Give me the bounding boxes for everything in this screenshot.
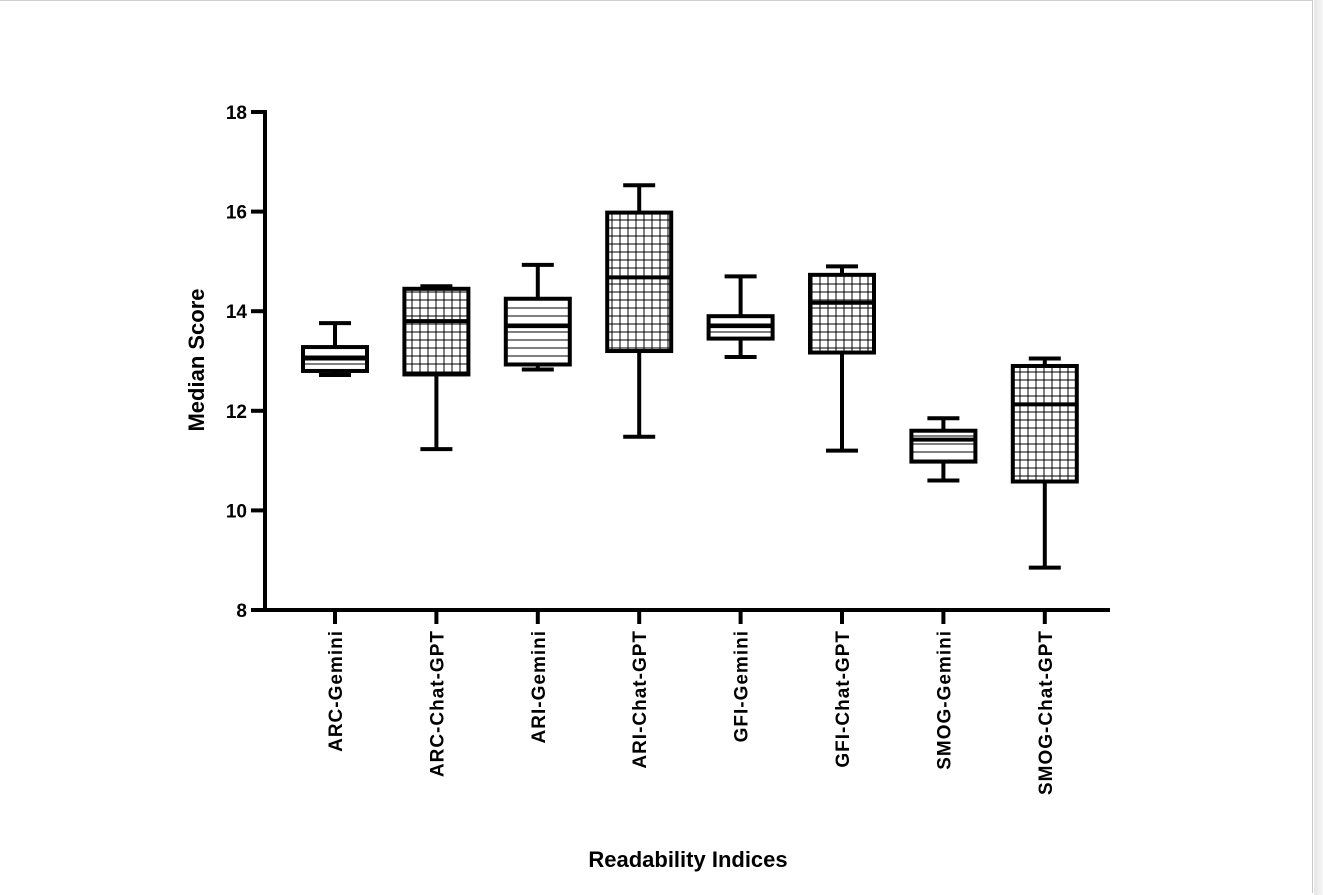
y-tick-label: 8: [236, 601, 247, 622]
box-arc-gemini: [301, 321, 369, 377]
iqr-box: [503, 296, 572, 367]
box-arc-chat-gpt: [402, 284, 471, 452]
box-ari-gemini: [503, 262, 572, 372]
box-gfi-gemini: [706, 274, 775, 360]
x-category-label: ARI-Chat-GPT: [630, 630, 651, 769]
iqr-box: [1010, 363, 1079, 484]
y-tick-label: 18: [226, 103, 247, 124]
y-tick-label: 14: [226, 302, 248, 323]
y-axis: 8 10 12 14 16 18: [226, 103, 267, 622]
x-category-label: SMOG-Chat-GPT: [1036, 630, 1057, 795]
x-category-label: ARI-Gemini: [529, 630, 550, 743]
x-category-label: GFI-Chat-GPT: [833, 630, 854, 768]
iqr-box: [402, 286, 471, 377]
boxes-group: [301, 183, 1079, 570]
x-category-label: SMOG-Gemini: [934, 630, 955, 770]
box-smog-gemini: [909, 416, 978, 483]
iqr-box: [605, 210, 674, 354]
x-axis-title: Readability Indices: [588, 847, 787, 872]
box-smog-chat-gpt: [1010, 356, 1079, 570]
box-gfi-chat-gpt: [808, 264, 876, 453]
x-category-label: GFI-Gemini: [732, 630, 753, 742]
y-tick-label: 10: [226, 501, 247, 522]
x-axis: ARC-Gemini ARC-Chat-GPT ARI-Gemini ARI-Chat…: [263, 608, 1110, 795]
x-category-label: ARC-Chat-GPT: [427, 630, 448, 777]
y-tick-label: 16: [226, 203, 247, 224]
x-category-label: ARC-Gemini: [326, 630, 347, 752]
frame-shadow: [1314, 0, 1323, 895]
box-ari-chat-gpt: [605, 183, 674, 439]
iqr-box: [909, 428, 978, 464]
y-axis-title: Median Score: [184, 288, 209, 431]
y-tick-label: 12: [226, 402, 247, 423]
iqr-box: [808, 272, 876, 355]
